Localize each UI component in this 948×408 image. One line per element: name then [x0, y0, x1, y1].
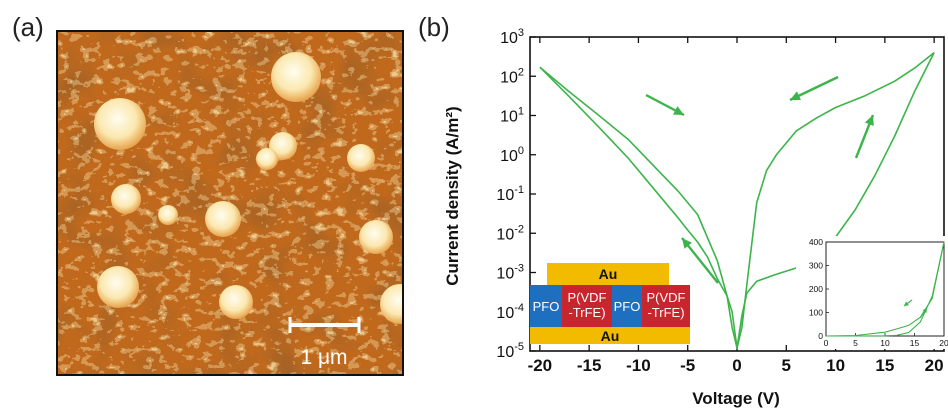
- layer-label: PFO: [614, 299, 641, 314]
- top-electrode-label: Au: [599, 266, 618, 282]
- arrow-down-left-branch-head: [673, 106, 684, 115]
- bottom-electrode-label: Au: [601, 328, 620, 344]
- inset-y-tick-label: 300: [809, 261, 823, 271]
- pfo-layer: [530, 285, 562, 327]
- x-axis-label: Voltage (V): [692, 389, 780, 408]
- x-tick-label: -5: [680, 356, 695, 375]
- inset-x-tick-label: 20: [939, 338, 948, 348]
- x-tick-label: -15: [577, 356, 602, 375]
- inset-x-tick-label: 5: [853, 338, 858, 348]
- scale-bar-label: 1 μm: [300, 346, 347, 369]
- inset-y-tick-label: 100: [809, 308, 823, 318]
- layer-label: P(VDF -TrFE): [568, 290, 607, 320]
- inset-y-tick-label: 400: [809, 237, 823, 247]
- panel-b-label: (b): [418, 12, 450, 42]
- panel-a-label: (a): [12, 12, 44, 42]
- arrow-backward-top-head: [790, 91, 801, 101]
- device-schematic: Au Au PFO P(VDF -TrFE) PFO P(VDF -TrFE): [530, 263, 690, 344]
- inset-x-tick-label: 0: [824, 338, 829, 348]
- layer-label: P(VDF -TrFE): [647, 290, 686, 320]
- inset-x-tick-label: 15: [910, 338, 920, 348]
- bottom-electrode: [530, 327, 690, 344]
- jv-curve-1: [539, 51, 935, 349]
- pvdf-trfe-layer: [642, 285, 690, 327]
- top-electrode: [547, 263, 669, 285]
- x-tick-label: 10: [826, 356, 845, 375]
- y-tick-label: 10-4: [496, 302, 524, 322]
- y-tick-label: 101: [500, 106, 524, 126]
- x-tick-label: 0: [732, 356, 741, 375]
- arrow-up-negative-head: [682, 238, 692, 249]
- grain-clusters: [94, 52, 402, 324]
- x-tick-label: 5: [782, 356, 791, 375]
- y-tick-label: 10-5: [496, 341, 524, 361]
- y-tick-label: 10-3: [496, 263, 524, 283]
- layer-label: PFO: [533, 299, 560, 314]
- pvdf-trfe-layer: [562, 285, 612, 327]
- y-tick-label: 103: [500, 27, 524, 47]
- y-tick-label: 102: [500, 66, 524, 86]
- x-tick-label: -10: [626, 356, 651, 375]
- inset-y-tick-label: 200: [809, 284, 823, 294]
- inset-arrow-down-head: [904, 301, 909, 306]
- x-tick-label: -20: [528, 356, 553, 375]
- inset-background: [796, 236, 946, 349]
- y-tick-label: 10-2: [496, 223, 524, 243]
- pfo-layer: [612, 285, 642, 327]
- afm-image: 1 μm: [56, 30, 404, 376]
- inset-arrow-up-head: [922, 308, 927, 313]
- arrow-up-right-branch-head: [864, 115, 874, 126]
- y-tick-label: 100: [500, 145, 524, 165]
- jv-curve-2: [539, 52, 935, 349]
- y-tick-label: 10-1: [496, 184, 524, 204]
- x-tick-label: 15: [875, 356, 894, 375]
- inset-curve-2: [826, 241, 945, 337]
- x-tick-label: 20: [925, 356, 944, 375]
- inset-y-tick-label: 0: [818, 331, 823, 341]
- inset-x-tick-label: 10: [880, 338, 890, 348]
- y-axis-label: Current density (A/m²): [443, 106, 462, 285]
- sweep-direction-arrows: [645, 75, 875, 284]
